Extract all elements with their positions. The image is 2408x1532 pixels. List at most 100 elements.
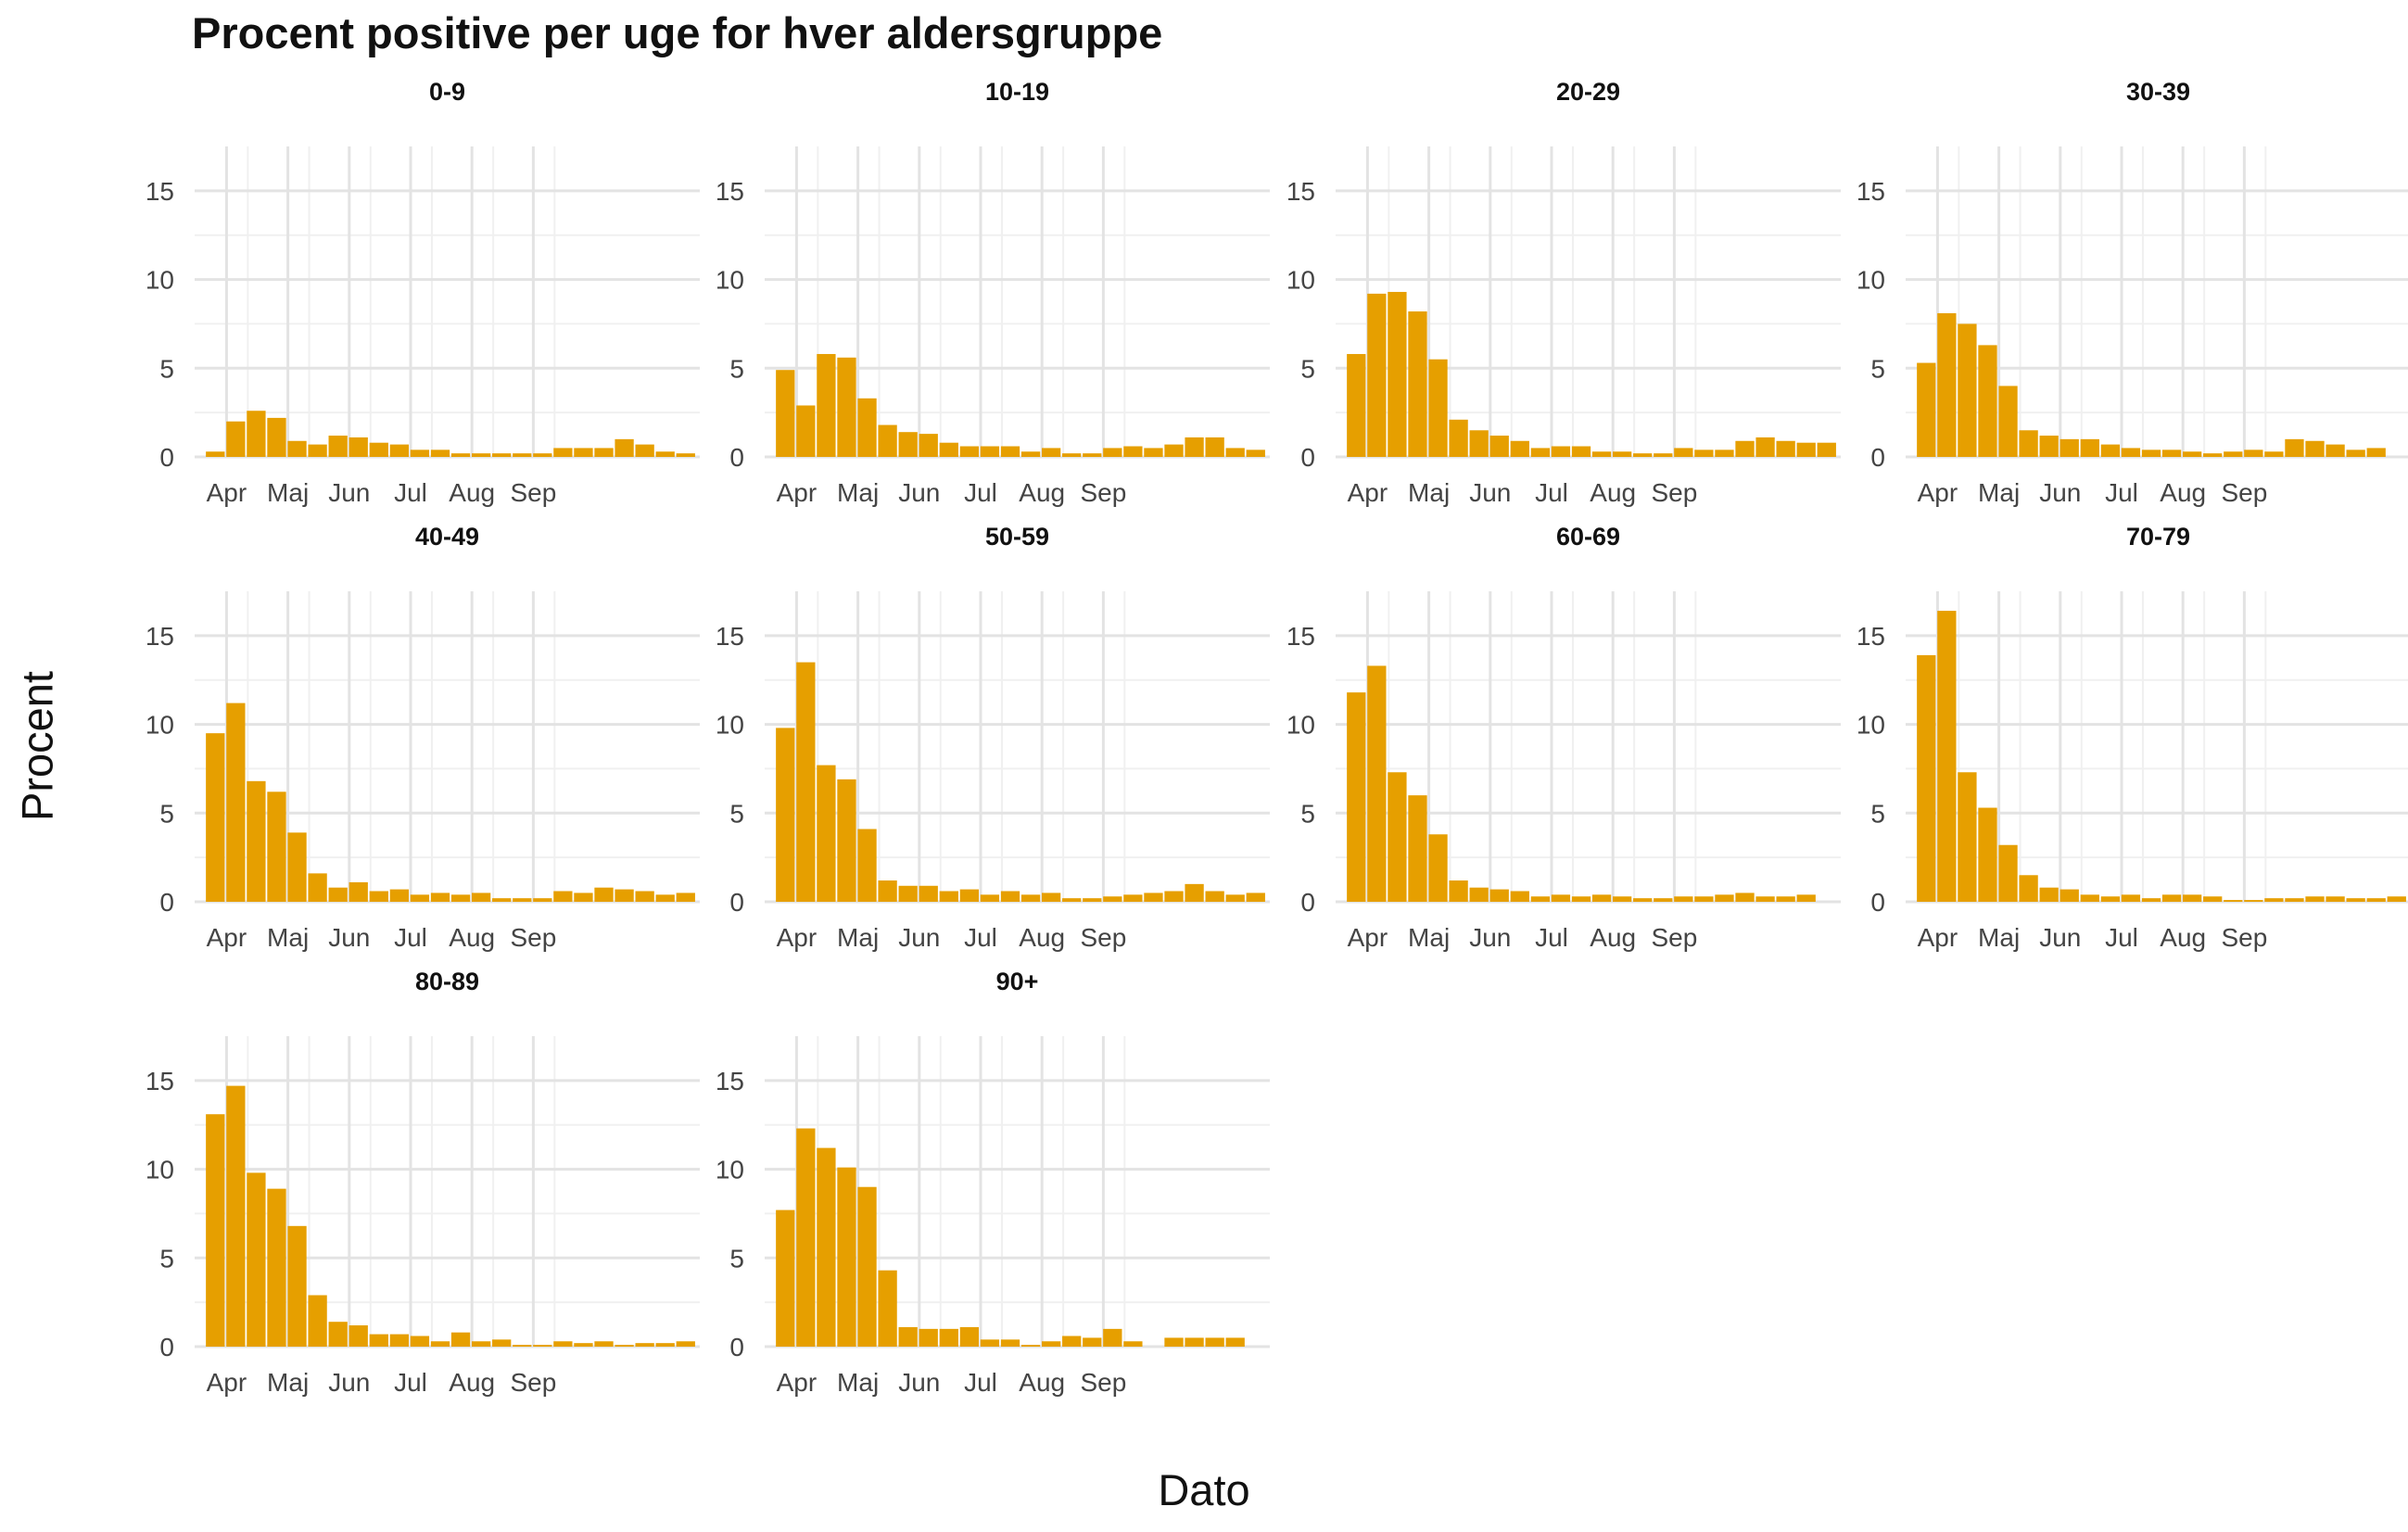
bar xyxy=(1103,448,1122,457)
bar xyxy=(2224,451,2243,457)
x-tick-label: Jun xyxy=(898,1368,940,1397)
bar xyxy=(513,453,532,457)
bar xyxy=(898,885,918,902)
bar xyxy=(939,1328,958,1347)
bar xyxy=(898,1326,918,1347)
x-tick-label: Jul xyxy=(964,1368,997,1397)
x-tick-label: Maj xyxy=(267,1368,309,1397)
x-tick-label: Maj xyxy=(1408,923,1450,952)
bar xyxy=(1735,893,1755,902)
bar xyxy=(676,893,695,902)
bar xyxy=(817,765,836,902)
y-tick-label: 0 xyxy=(1870,888,1885,917)
bar xyxy=(635,1343,654,1347)
bar xyxy=(2285,438,2304,457)
bar xyxy=(796,1128,816,1347)
bar xyxy=(2285,898,2304,902)
x-tick-label: Maj xyxy=(837,1368,879,1397)
facet-label: 10-19 xyxy=(985,78,1049,106)
bar xyxy=(878,424,897,457)
bar xyxy=(635,444,654,457)
bar xyxy=(919,1328,938,1347)
facet-label: 40-49 xyxy=(415,523,479,551)
bar xyxy=(1367,293,1387,457)
bar xyxy=(450,1332,471,1347)
bar xyxy=(2161,449,2182,457)
bar xyxy=(2203,896,2223,902)
bar xyxy=(817,1147,836,1347)
bar xyxy=(206,733,225,902)
bar xyxy=(2305,440,2325,457)
x-tick-label: Aug xyxy=(2160,923,2206,952)
bar xyxy=(1489,436,1509,457)
bar xyxy=(450,453,471,457)
facet-label: 50-59 xyxy=(985,523,1049,551)
y-tick-label: 10 xyxy=(1286,711,1315,740)
bar xyxy=(1205,1337,1224,1347)
bar xyxy=(1571,896,1591,902)
x-tick-label: Apr xyxy=(207,923,247,952)
x-tick-label: Sep xyxy=(1080,1368,1126,1397)
x-tick-label: Maj xyxy=(267,923,309,952)
bar xyxy=(1020,894,1041,902)
bar xyxy=(857,398,877,457)
y-tick-label: 0 xyxy=(1870,443,1885,472)
bar xyxy=(2059,438,2079,457)
x-tick-label: Sep xyxy=(2221,478,2267,507)
bar xyxy=(1123,1341,1143,1347)
bar xyxy=(1164,1337,1184,1347)
bar xyxy=(1998,386,2018,457)
y-tick-label: 15 xyxy=(716,622,744,651)
bar xyxy=(1917,654,1936,902)
bar xyxy=(1978,807,1997,902)
x-tick-label: Jul xyxy=(1535,923,1568,952)
y-tick-label: 15 xyxy=(146,177,174,206)
bar xyxy=(1694,896,1714,902)
bar xyxy=(513,1345,532,1347)
y-tick-label: 5 xyxy=(1870,354,1885,383)
bar xyxy=(635,891,654,902)
bar xyxy=(959,889,980,902)
bar xyxy=(389,444,410,457)
bar xyxy=(389,1334,410,1347)
bar xyxy=(2224,900,2243,902)
bar xyxy=(2100,896,2121,902)
bar xyxy=(2326,444,2345,457)
y-tick-label: 0 xyxy=(1300,888,1315,917)
bar xyxy=(287,440,307,457)
x-tick-label: Aug xyxy=(1019,1368,1065,1397)
bar xyxy=(226,1085,246,1347)
bar xyxy=(1817,442,1836,457)
bar xyxy=(492,1339,512,1347)
y-tick-label: 5 xyxy=(729,1244,744,1272)
y-tick-label: 10 xyxy=(716,1156,744,1184)
x-tick-label: Maj xyxy=(1978,478,2020,507)
x-tick-label: Maj xyxy=(837,478,879,507)
bar xyxy=(2019,430,2038,457)
y-tick-label: 10 xyxy=(146,1156,174,1184)
bar xyxy=(898,432,918,457)
bar xyxy=(776,728,795,902)
bar xyxy=(1205,437,1224,457)
bar xyxy=(1000,1339,1020,1347)
x-tick-label: Jul xyxy=(394,1368,427,1397)
x-tick-label: Jun xyxy=(328,923,370,952)
bar xyxy=(919,434,938,457)
bar xyxy=(1776,896,1795,902)
x-tick-label: Jul xyxy=(394,923,427,952)
facet-label: 80-89 xyxy=(415,968,479,995)
y-tick-label: 10 xyxy=(716,711,744,740)
y-tick-label: 5 xyxy=(729,799,744,828)
x-tick-label: Maj xyxy=(837,923,879,952)
bar xyxy=(837,1167,856,1347)
bar xyxy=(776,370,795,457)
bar xyxy=(1408,311,1427,457)
x-tick-label: Sep xyxy=(1080,923,1126,952)
y-tick-label: 10 xyxy=(146,266,174,295)
y-tick-label: 5 xyxy=(1300,354,1315,383)
bar xyxy=(959,446,980,457)
bar xyxy=(1388,291,1407,457)
x-tick-label: Apr xyxy=(207,1368,247,1397)
bar xyxy=(2326,896,2345,902)
